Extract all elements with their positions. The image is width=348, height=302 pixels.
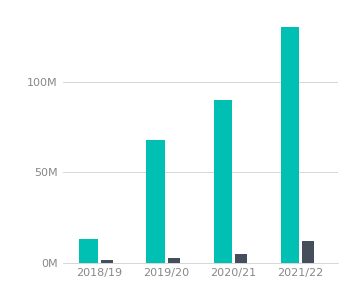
- Bar: [101, 260, 113, 263]
- Bar: [214, 100, 232, 263]
- Bar: [280, 27, 299, 263]
- Bar: [302, 241, 314, 263]
- Bar: [168, 258, 180, 263]
- Bar: [79, 239, 98, 263]
- Bar: [235, 254, 247, 263]
- Bar: [147, 140, 165, 263]
